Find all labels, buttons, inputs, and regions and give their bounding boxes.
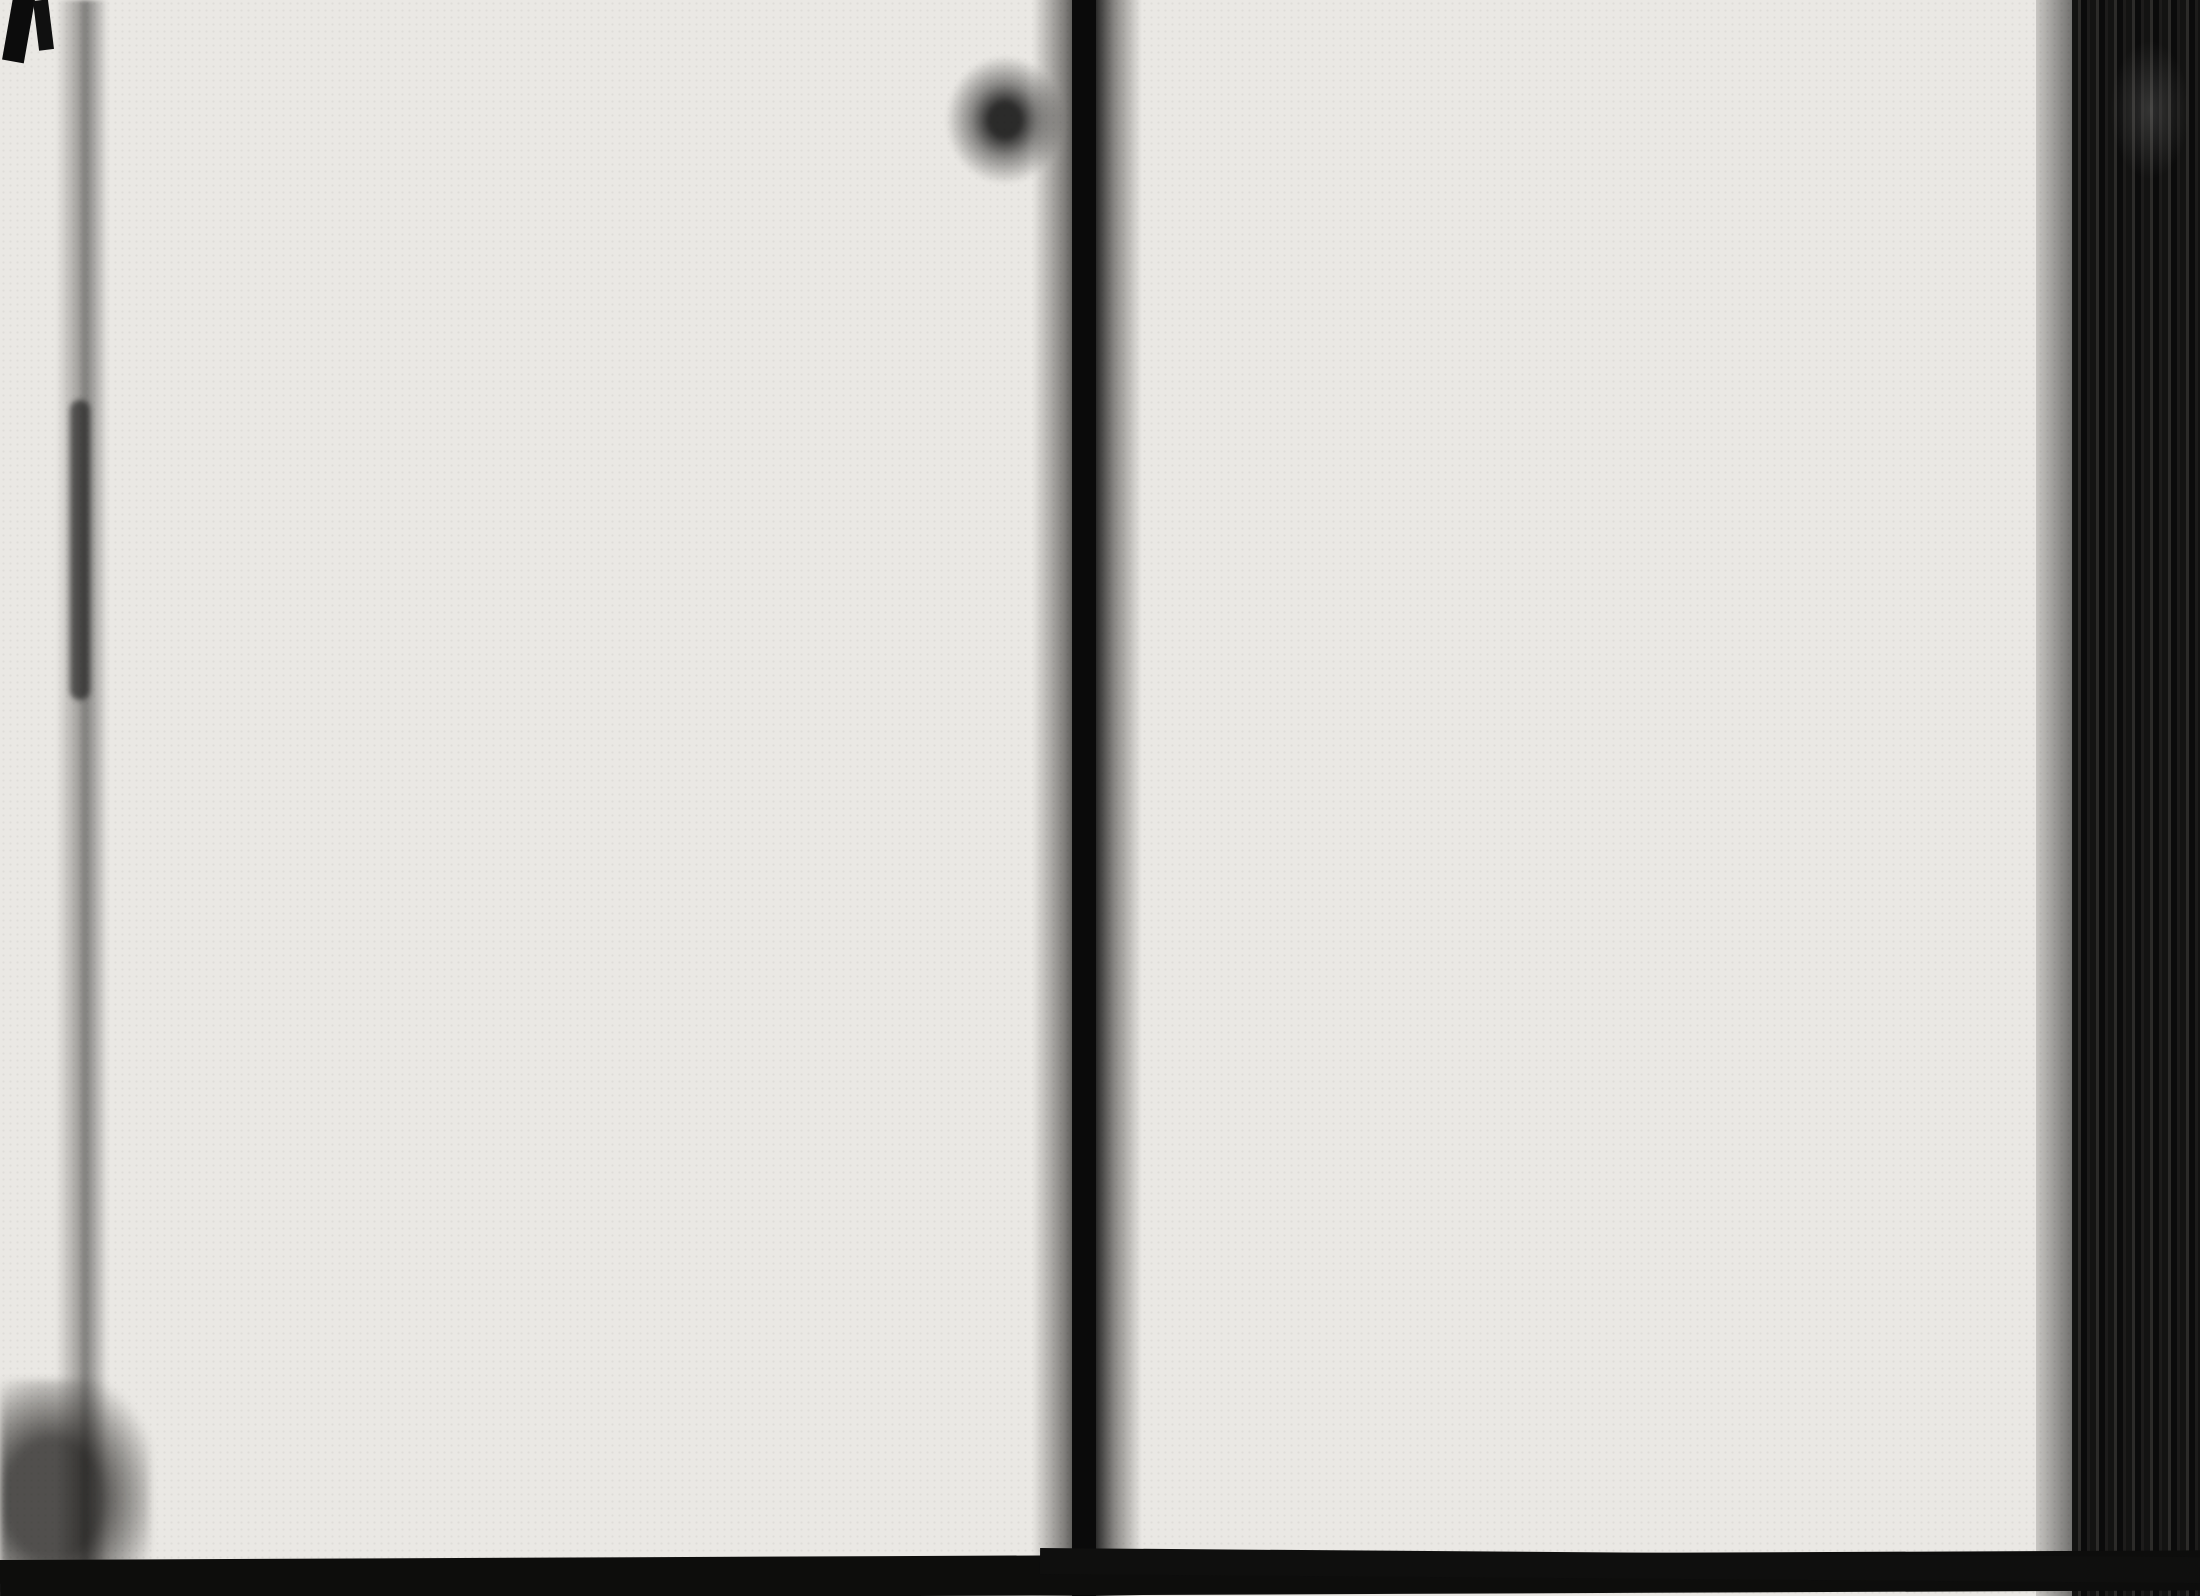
book-gutter-core (1072, 0, 1096, 1596)
column-header-remarks (888, 83, 1058, 86)
bottom-scan-band-right-wedge (1039, 1548, 2200, 1584)
right-page-curl-shade (2036, 0, 2076, 1596)
corner-mark-2 (33, 0, 54, 51)
bottom-left-smudge (0, 1380, 150, 1596)
right-book-edge-band (2072, 0, 2200, 1596)
bottom-scan-band (0, 1550, 2200, 1596)
left-page-edge-streak (56, 0, 108, 1570)
book-gutter-shadow (1032, 0, 1142, 1596)
left-edge-dark-blob (70, 400, 90, 700)
corner-mark-1 (2, 0, 36, 64)
ink-blot (945, 55, 1065, 185)
right-edge-highlight (2110, 40, 2190, 180)
